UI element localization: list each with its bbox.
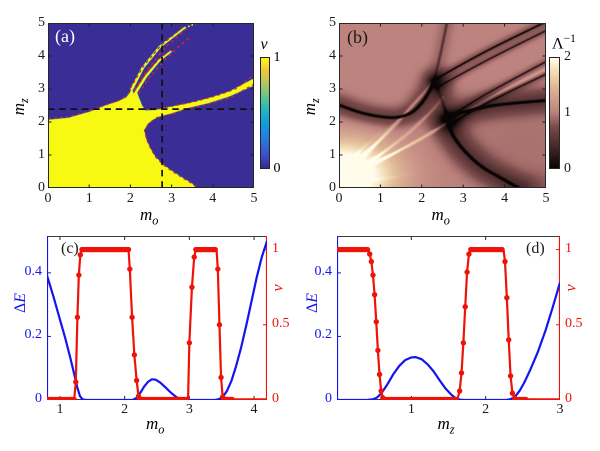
panel-a-ylabel-subscript: z [17,97,32,103]
panel-d-ylabel-delta: Δ [304,302,322,314]
panel-d-right-y-tick-label: 0.5 [565,315,583,331]
panel-d-ylabel-right-rotated-wrapper: ν [563,284,581,291]
panel-c-right-y-tick-label: 1 [272,240,279,256]
panel-a-xlabel: mo [140,205,158,228]
panel-b-y-tick-label: 2 [329,114,336,129]
panel-c-xlabel-base: m [146,414,159,433]
panel-a-colorbar-tick-0: 0 [273,161,281,176]
panel-a-ylabel-base: m [8,102,28,115]
panel-a-x-tick-label: 5 [250,191,258,206]
phase-diagram-heatmap-canvas [48,23,254,188]
panel-c-left-y-tick-label: 0 [35,391,42,406]
panel-a-y-tick-label: 2 [38,114,45,129]
panel-d-ylabel-left-rotated-wrapper: ΔE [304,293,322,313]
panel-c-ylabel-nu: ν [269,284,287,292]
panel-b-colorbar [549,57,560,169]
panel-b-y-tick-label: 5 [329,15,336,30]
panel-c-ylabel-delta: Δ [12,302,30,314]
panel-d-xlabel-subscript: z [449,422,455,437]
panel-d-x-tick-label: 1 [407,402,415,417]
panel-b-ylabel-rotated-wrapper: mz [300,98,323,115]
panel-b-ylabel-subscript: z [308,97,323,103]
panel-b-x-tick-label: 3 [459,191,467,206]
panel-b-y-tick-label: 4 [329,48,336,63]
panel-c-ylabel-left: ΔE [11,293,31,313]
panel-a-y-tick-label: 5 [38,15,45,30]
panel-d-ylabel-right: ν [563,279,580,297]
panel-d-xlabel: mz [438,414,455,437]
panel-d-line-plot: (d) [337,236,560,400]
panel-b-colorbar-label: Λ−1 [552,33,576,53]
panel-b-colorbar-tick-label: 0 [564,161,571,176]
panel-c-x-tick-label: 3 [185,402,193,417]
panel-a-x-tick-label: 1 [85,191,93,206]
panel-b-letter: (b) [347,27,368,47]
gap-vs-mo-plot-canvas [47,236,267,400]
panel-c-x-tick-label: 4 [250,402,258,417]
panel-d-letter: (d) [526,240,545,257]
panel-a-xlabel-subscript: o [152,213,159,228]
panel-a-colorbar [259,57,270,169]
panel-c-ylabel-right: ν [270,279,287,297]
panel-a-x-tick-label: 0 [44,191,52,206]
panel-b-xlabel-subscript: o [443,213,450,228]
panel-b-x-tick-label: 0 [335,191,343,206]
panel-a-colorbar-tick-1: 1 [273,50,281,65]
panel-d-left-y-tick-label: 0.4 [314,263,333,279]
panel-c-line-plot: (c) [47,236,267,400]
panel-c-x-tick-label: 1 [56,402,64,417]
panel-c-ylabel-left-rotated-wrapper: ΔE [12,293,30,313]
panel-a-ylabel-rotated-wrapper: mz [9,98,32,115]
panel-b-colorbar-label-exponent: −1 [563,33,576,45]
panel-a-y-tick-label: 1 [38,147,45,162]
panel-b-lyapunov-map: (b) [339,23,546,188]
panel-d-ylabel-left: ΔE [303,293,323,313]
panel-a-phase-diagram: (a) [48,23,254,188]
panel-c-x-tick-label: 2 [121,402,129,417]
panel-a-x-tick-label: 2 [126,191,134,206]
panel-c-letter: (c) [61,240,79,257]
panel-a-x-tick-label: 4 [209,191,217,206]
gap-vs-mz-plot-canvas [337,236,560,400]
panel-c-right-y-tick-label: 0.5 [272,315,290,331]
panel-b-x-tick-label: 2 [418,191,426,206]
panel-a-y-tick-label: 4 [38,48,45,63]
panel-b-x-tick-label: 1 [376,191,384,206]
panel-c-xlabel: mo [146,414,164,437]
panel-d-left-y-tick-label: 0 [325,391,332,406]
panel-b-colorbar-label-lambda: Λ [552,35,564,53]
panel-d-ylabel-E: E [304,292,322,303]
panel-a-xlabel-base: m [140,205,153,224]
panel-a-y-tick-label: 3 [38,81,45,96]
panel-a-colorbar-label: ν [260,36,268,53]
lyapunov-heatmap-canvas [339,23,546,188]
panel-b-ylabel-base: m [299,102,319,115]
panel-c-left-y-tick-label: 0.4 [24,263,43,279]
panel-d-right-y-tick-label: 1 [565,240,572,256]
panel-c-right-y-tick-label: 0 [272,391,279,406]
panel-d-x-tick-label: 2 [482,402,490,417]
panel-c-ylabel-E: E [12,292,30,303]
panel-b-y-tick-label: 1 [329,147,336,162]
panel-b-colorbar-tick-label: 2 [564,49,571,64]
panel-b-x-tick-label: 5 [542,191,550,206]
panel-b-colorbar-tick-label: 1 [564,105,571,120]
panel-d-right-y-tick-label: 0 [565,391,572,406]
panel-d-x-tick-label: 3 [556,402,564,417]
panel-b-x-tick-label: 4 [501,191,509,206]
panel-b-xlabel: mo [432,205,450,228]
panel-b-y-tick-label: 3 [329,81,336,96]
panel-c-left-y-tick-label: 0.2 [24,327,43,343]
panel-c-ylabel-right-rotated-wrapper: ν [270,284,288,291]
panel-b-y-tick-label: 0 [329,180,336,195]
panel-b-xlabel-base: m [431,205,444,224]
panel-a-letter: (a) [55,26,75,46]
panel-a-y-tick-label: 0 [38,180,45,195]
panel-c-xlabel-subscript: o [158,422,165,437]
panel-d-ylabel-nu: ν [562,284,580,292]
panel-a-x-tick-label: 3 [168,191,176,206]
panel-d-xlabel-base: m [437,414,450,433]
panel-d-left-y-tick-label: 0.2 [314,327,333,343]
